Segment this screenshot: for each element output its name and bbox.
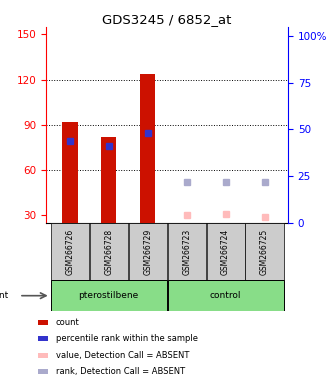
Bar <box>101 137 117 223</box>
Bar <box>246 223 284 280</box>
Text: pterostilbene: pterostilbene <box>78 291 139 300</box>
Bar <box>207 223 245 280</box>
Bar <box>167 223 206 280</box>
Bar <box>37 353 48 358</box>
Text: value, Detection Call = ABSENT: value, Detection Call = ABSENT <box>56 351 189 360</box>
Bar <box>51 280 167 311</box>
Text: GSM266728: GSM266728 <box>104 228 113 275</box>
Bar <box>37 319 48 324</box>
Text: control: control <box>210 291 241 300</box>
Text: rank, Detection Call = ABSENT: rank, Detection Call = ABSENT <box>56 367 185 376</box>
Text: agent: agent <box>0 291 9 300</box>
Bar <box>37 336 48 341</box>
Text: GSM266729: GSM266729 <box>143 228 152 275</box>
Text: GSM266723: GSM266723 <box>182 228 191 275</box>
Text: count: count <box>56 318 79 327</box>
Title: GDS3245 / 6852_at: GDS3245 / 6852_at <box>103 13 232 26</box>
Text: GSM266724: GSM266724 <box>221 228 230 275</box>
Text: GSM266725: GSM266725 <box>260 228 269 275</box>
Text: GSM266726: GSM266726 <box>65 228 74 275</box>
Bar <box>128 223 167 280</box>
Bar <box>62 122 77 223</box>
Bar <box>37 369 48 374</box>
Bar <box>51 223 89 280</box>
Bar <box>90 223 128 280</box>
Text: percentile rank within the sample: percentile rank within the sample <box>56 334 198 343</box>
Bar <box>140 74 156 223</box>
Bar <box>167 280 284 311</box>
